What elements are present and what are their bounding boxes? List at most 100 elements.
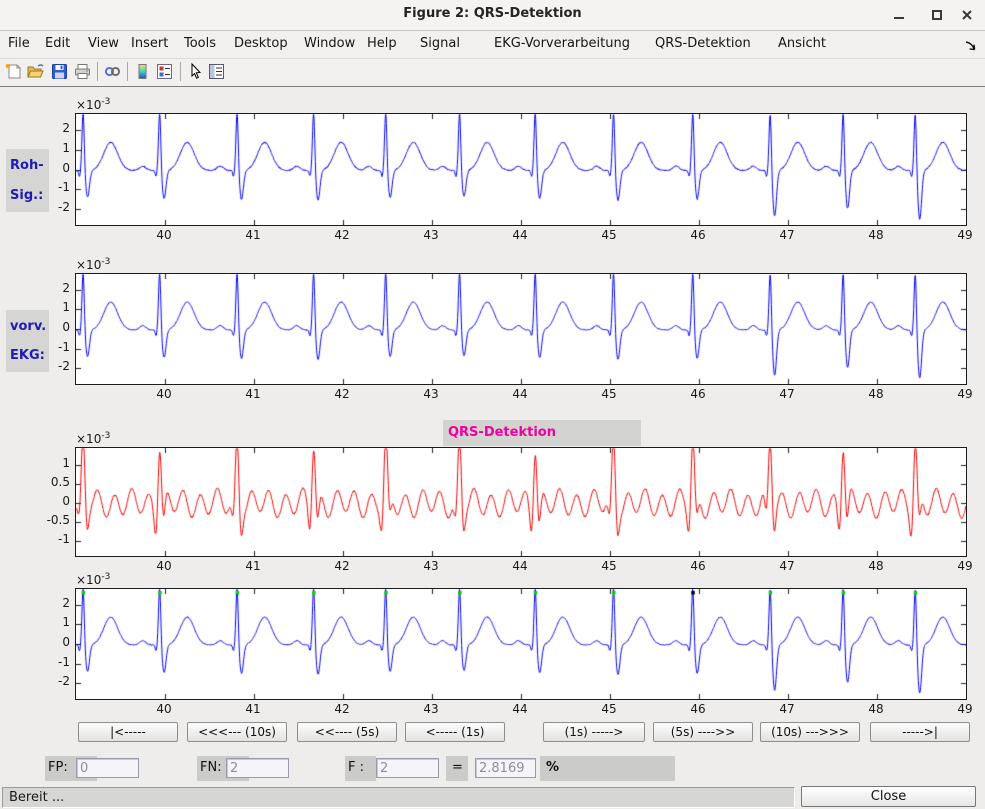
result-input[interactable] [475,758,536,778]
y-tick-label: 1 [62,300,70,315]
vorv-label-line2: EKG: [10,348,45,363]
menu-insert[interactable]: Insert [131,36,169,51]
equals-label-patch [446,756,468,781]
status-bar: Bereit ... [2,787,795,808]
forward-10s-button[interactable]: (10s) --->>> [760,722,860,742]
open-file-icon[interactable] [26,62,46,82]
x-tick-label: 41 [245,228,261,242]
x-tick-label: 40 [156,702,172,716]
back-5s-button[interactable]: <<---- (5s) [297,722,397,742]
x-tick-label: 49 [957,702,973,716]
x-tick-label: 42 [334,387,350,401]
back-10s-button[interactable]: <<<--- (10s) [187,722,287,742]
detektion-result-axes [75,588,967,700]
x-tick-label: 42 [334,702,350,716]
menu-qrs-detektion[interactable]: QRS-Detektion [655,36,751,51]
x-tick-label: 40 [156,559,172,573]
y-tick-label: -2 [58,359,70,374]
equals-label: = [452,760,463,775]
x-tick-label: 47 [779,702,795,716]
roh-signal-axes [75,113,967,226]
menu-window[interactable]: Window [304,36,356,51]
save-figure-icon[interactable] [50,62,70,82]
insert-colorbar-icon[interactable] [133,62,153,82]
status-text: Bereit ... [9,790,65,805]
f-label-patch [345,756,376,781]
close-icon[interactable] [956,5,978,25]
f-label: F : [348,760,364,775]
seek-start-button[interactable]: |<----- [78,722,178,742]
y-tick-label: -2 [58,674,70,689]
x-tick-label: 48 [868,387,884,401]
y-tick-label: 2 [62,280,70,295]
vorv-label-line1: vorv. [10,319,47,334]
menu-overflow-arrow-icon[interactable] [964,37,977,56]
x-tick-label: 44 [512,387,528,401]
x-tick-label: 47 [779,387,795,401]
new-figure-icon[interactable] [4,62,24,82]
x-tick-label: 46 [690,702,706,716]
y-tick-label: -2 [58,200,70,215]
qrs-detektion-title: QRS-Detektion [443,420,641,446]
y-tick-label: 0 [62,494,70,509]
x-tick-label: 49 [957,559,973,573]
x-tick-label: 45 [601,702,617,716]
titlebar[interactable]: Figure 2: QRS-Detektion [0,0,985,31]
minimize-icon[interactable] [888,5,910,25]
menu-signal[interactable]: Signal [420,36,460,51]
signal-label-vorv-ekg: vorv. EKG: [6,310,49,372]
y-tick-label: -1 [58,532,70,547]
fp-input[interactable] [76,758,139,778]
menu-ekg-vorverarbeitung[interactable]: EKG-Vorverarbeitung [494,36,630,51]
seek-end-button[interactable]: ----->| [870,722,970,742]
roh-signal-canvas [76,114,966,225]
menu-ansicht[interactable]: Ansicht [778,36,827,51]
x-tick-label: 40 [156,228,172,242]
menu-help[interactable]: Help [367,36,397,51]
forward-5s-button[interactable]: (5s) ---->> [653,722,753,742]
menu-file[interactable]: File [8,36,30,51]
detektions-ergebnis-canvas [76,589,966,699]
print-icon[interactable] [73,62,93,82]
x-tick-label: 48 [868,702,884,716]
x-tick-label: 44 [512,702,528,716]
f-input[interactable] [376,758,439,778]
vorverarbeitetes-ekg-canvas [76,274,966,384]
plot-browser-icon[interactable] [207,62,227,82]
menu-view[interactable]: View [88,36,119,51]
y-tick-label: -1 [58,180,70,195]
forward-1s-button[interactable]: (1s) -----> [543,722,645,742]
x-tick-label: 42 [334,559,350,573]
y-tick-label: 0 [62,635,70,649]
x-tick-label: 45 [601,559,617,573]
edit-plot-arrow-icon[interactable] [186,62,206,82]
axis-exponent-label: ×10-3 [76,97,111,112]
insert-legend-icon[interactable] [155,62,175,82]
link-plot-icon[interactable] [103,62,123,82]
x-tick-label: 42 [334,228,350,242]
toolbar [0,59,985,87]
x-tick-label: 40 [156,387,172,401]
axis-exponent-label: ×10-3 [76,572,111,587]
x-tick-label: 47 [779,228,795,242]
back-1s-button[interactable]: <----- (1s) [405,722,505,742]
x-tick-label: 46 [690,387,706,401]
fp-label: FP: [48,760,68,775]
axis-exponent-label: ×10-3 [76,257,111,272]
x-tick-label: 43 [423,387,439,401]
menu-edit[interactable]: Edit [45,36,71,51]
y-tick-label: 0 [62,160,70,175]
x-tick-label: 41 [245,559,261,573]
y-tick-label: -1 [58,654,70,669]
menu-desktop[interactable]: Desktop [234,36,288,51]
maximize-icon[interactable] [926,5,948,25]
axis-exponent-label: ×10-3 [76,431,111,446]
fn-input[interactable] [226,758,289,778]
close-figure-button[interactable]: Close [801,786,976,807]
percent-label-patch [540,756,675,781]
menu-tools[interactable]: Tools [184,36,217,51]
y-tick-label: 1 [62,456,70,471]
x-tick-label: 44 [512,228,528,242]
menubar: File Edit View Insert Tools Desktop Wind… [0,31,985,59]
